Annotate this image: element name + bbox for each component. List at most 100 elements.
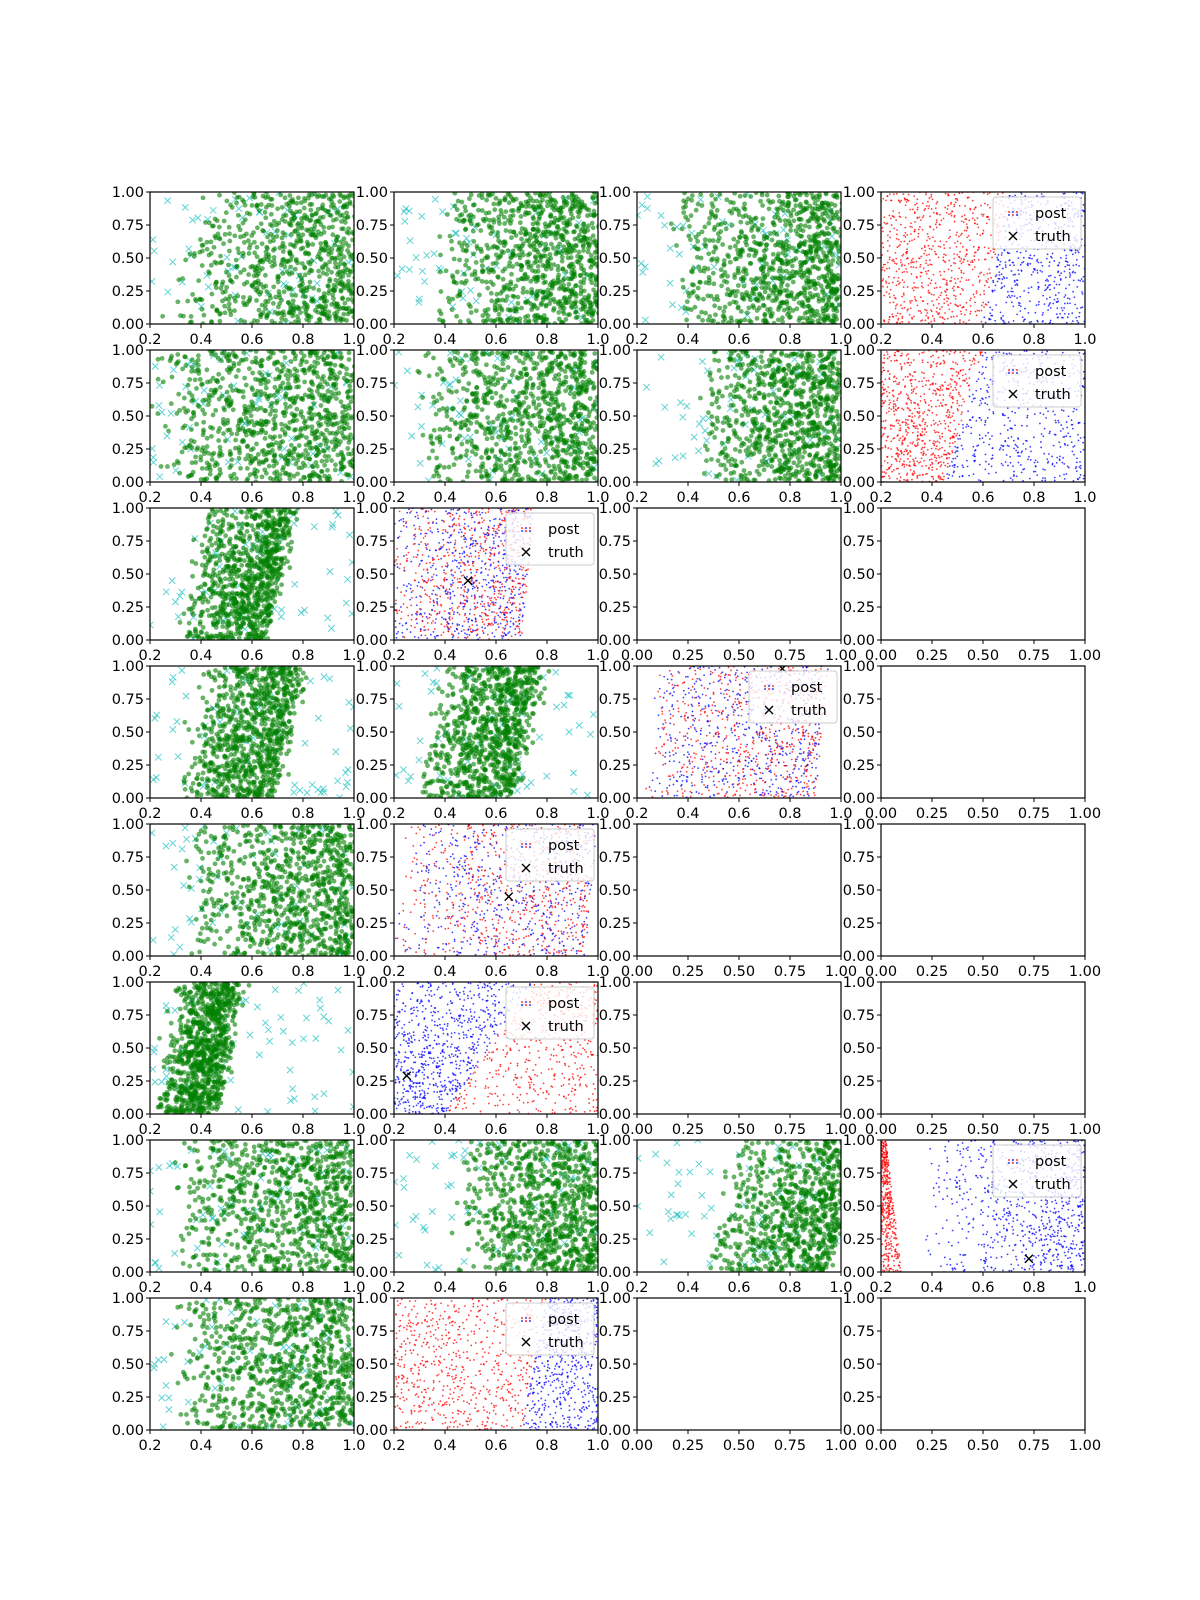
sample-point (228, 463, 234, 469)
sample-point (762, 275, 768, 281)
post-point (1047, 304, 1050, 307)
sample-point (587, 306, 593, 312)
y-tick-label: 0.00 (599, 317, 631, 333)
sample-point (699, 203, 705, 208)
post-point (911, 316, 913, 319)
sample-point (344, 210, 349, 216)
sample-point (738, 219, 744, 225)
sample-point (223, 210, 229, 216)
sample-point (484, 253, 490, 259)
sample-point (838, 233, 841, 239)
post-point (1001, 278, 1004, 281)
sample-point (687, 223, 692, 229)
sample-point (215, 462, 220, 467)
sample-point (758, 198, 763, 204)
sample-point (315, 355, 321, 361)
sample-point (791, 257, 797, 263)
sample-point (272, 425, 278, 431)
post-point (1068, 268, 1071, 271)
sample-point (367, 202, 372, 207)
sample-point (220, 376, 225, 381)
sample-point (809, 192, 814, 196)
sample-point (485, 306, 491, 312)
sample-point (784, 242, 789, 248)
sample-point (308, 207, 314, 213)
post-point (1068, 283, 1071, 286)
sample-point (517, 255, 523, 261)
sample-point (824, 230, 830, 236)
post-point (952, 289, 955, 292)
post-point (896, 312, 899, 315)
post-point (1029, 262, 1032, 265)
sample-point (294, 368, 300, 374)
post-point (901, 295, 904, 298)
sample-point (260, 259, 266, 265)
sample-point (715, 297, 721, 303)
post-point (989, 206, 991, 209)
sample-point (556, 310, 562, 315)
sample-point (379, 210, 384, 215)
sample-point (450, 275, 456, 281)
post-point (1045, 298, 1048, 300)
post-point (909, 233, 912, 235)
sample-point (729, 222, 735, 228)
sample-point (476, 207, 481, 213)
post-point (974, 206, 977, 209)
post-point (1080, 278, 1083, 280)
post-point (959, 260, 962, 263)
post-point (972, 284, 974, 286)
sample-point (229, 476, 235, 481)
sample-point (341, 195, 347, 201)
post-point (962, 306, 965, 309)
post-point (954, 282, 957, 285)
post-point (1042, 311, 1044, 314)
sample-point (278, 262, 284, 268)
sample-point (801, 304, 807, 309)
sample-point (793, 203, 799, 209)
sample-point (796, 244, 802, 250)
x-tick-label: 0.8 (778, 332, 801, 348)
sample-point (720, 319, 726, 324)
sample-point (543, 266, 549, 272)
sample-point (824, 225, 830, 231)
post-point (983, 293, 986, 295)
sample-point (270, 247, 276, 253)
post-point (1019, 310, 1022, 312)
sample-point (561, 226, 567, 232)
sample-point (556, 250, 561, 256)
sample-point (318, 222, 324, 227)
sample-point (542, 193, 548, 199)
sample-point (758, 280, 764, 286)
post-point (902, 293, 905, 296)
sample-point (728, 315, 734, 321)
sample-point (476, 193, 482, 198)
y-tick-label: 0.50 (843, 251, 875, 267)
sample-point (750, 280, 756, 285)
post-point (1002, 314, 1004, 317)
post-point (930, 309, 932, 311)
sample-point (204, 246, 210, 252)
post-point (967, 234, 970, 237)
sample-point (189, 460, 195, 466)
post-point (1013, 279, 1016, 282)
y-tick-label: 0.25 (599, 284, 631, 300)
post-point (925, 193, 927, 196)
sample-point (273, 294, 279, 300)
sample-point (318, 241, 324, 246)
post-point (988, 268, 991, 271)
subplot-r1-c0: 0.000.250.500.751.000.2 0.4 0.6 0.8 1.0 (112, 343, 366, 506)
sample-point (314, 321, 319, 324)
sample-point (254, 273, 260, 279)
sample-point (314, 350, 320, 355)
reference-point (185, 245, 193, 253)
post-point (911, 287, 914, 290)
post-point (1010, 287, 1013, 290)
sample-point (345, 412, 350, 418)
sample-point (272, 421, 277, 426)
post-point (1012, 274, 1015, 276)
sample-point (287, 271, 292, 277)
sample-point (671, 226, 676, 232)
sample-point (520, 285, 526, 291)
post-point (1028, 256, 1030, 259)
sample-point (200, 398, 206, 403)
